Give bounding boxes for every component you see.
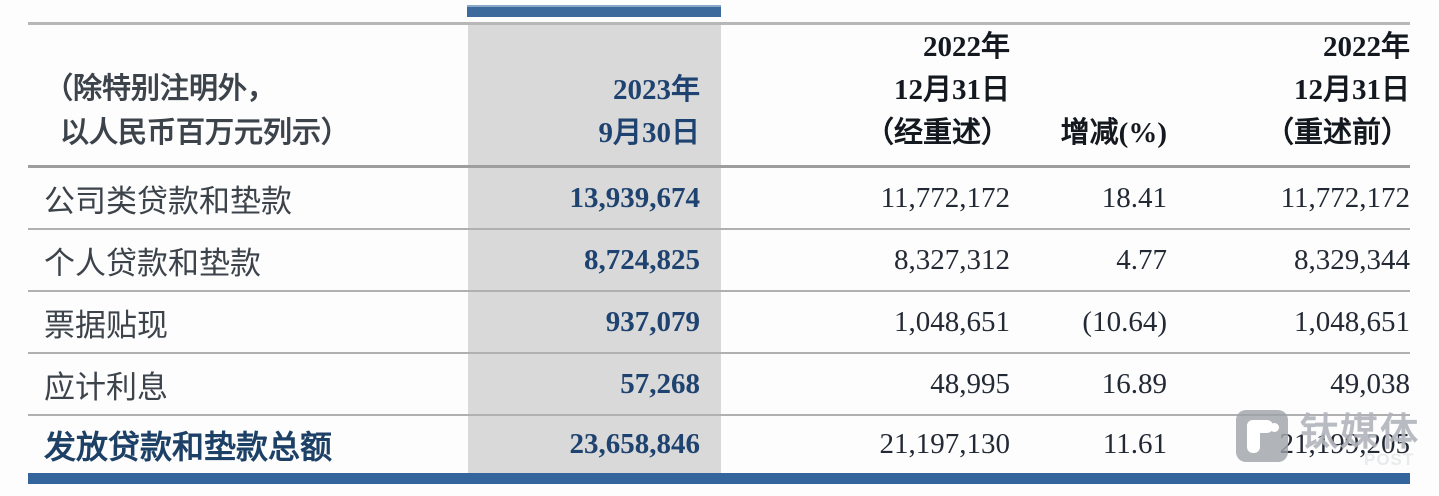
- column-header-2022r-year: 2022年: [922, 31, 1010, 63]
- value-2022-restated: 11,772,172: [880, 181, 1010, 214]
- table-header-row: （除特别注明外， 以人民币百万元列示） 2023年 9月30日 2022年 12…: [28, 25, 1410, 165]
- row-separator: [28, 414, 1410, 416]
- row-separator: [28, 290, 1410, 292]
- value-2022-restated: 1,048,651: [894, 305, 1010, 338]
- total-value-change: 11.61: [1102, 428, 1167, 460]
- value-2023: 13,939,674: [569, 181, 701, 214]
- top-accent-bar: [467, 5, 721, 17]
- column-header-2023-date: 9月30日: [598, 117, 700, 149]
- table-row-accrued-interest: 应计利息 57,268 48,995 16.89 49,038: [28, 354, 1410, 414]
- total-value-2023: 23,658,846: [569, 428, 701, 460]
- column-header-2022r-date: 12月31日: [893, 74, 1010, 106]
- row-label: 应计利息: [44, 369, 168, 405]
- value-change: 4.77: [1116, 243, 1167, 276]
- total-row-label: 发放贷款和垫款总额: [44, 428, 333, 465]
- table-row-discounted-bills: 票据贴现 937,079 1,048,651 (10.64) 1,048,651: [28, 292, 1410, 352]
- table-note-line1: （除特别注明外，: [44, 73, 277, 105]
- table-row-total-loans: 发放贷款和垫款总额 23,658,846 21,197,130 11.61 21…: [28, 416, 1410, 473]
- table-row-corporate-loans: 公司类贷款和垫款 13,939,674 11,772,172 18.41 11,…: [28, 168, 1410, 228]
- column-header-2023-year: 2023年: [612, 74, 700, 106]
- loans-table: （除特别注明外， 以人民币百万元列示） 2023年 9月30日 2022年 12…: [28, 22, 1410, 484]
- column-header-2022b-date: 12月31日: [1293, 74, 1410, 106]
- table-note: （除特别注明外， 以人民币百万元列示）: [28, 67, 468, 155]
- column-header-2022-before: 2022年 12月31日 （重述前）: [1167, 26, 1410, 155]
- value-2022-before: 8,329,344: [1294, 243, 1410, 276]
- table-note-line2: 以人民币百万元列示）: [60, 117, 351, 149]
- table-top-border: [28, 22, 1410, 25]
- header-separator: [28, 165, 1410, 168]
- column-header-2022b-year: 2022年: [1322, 31, 1410, 63]
- row-label: 公司类贷款和垫款: [44, 183, 292, 219]
- total-value-2022-before: 21,199,205: [1279, 428, 1411, 460]
- value-2022-restated: 48,995: [930, 367, 1010, 400]
- table-bottom-border: [28, 473, 1410, 484]
- column-header-2022b-note: （重述前）: [1264, 117, 1410, 149]
- column-header-2022r-note: （经重述）: [864, 117, 1010, 149]
- row-label: 票据贴现: [44, 307, 168, 343]
- value-change: 18.41: [1101, 181, 1167, 214]
- value-2022-before: 11,772,172: [1280, 181, 1410, 214]
- row-separator: [28, 228, 1410, 230]
- row-label: 个人贷款和垫款: [44, 245, 261, 281]
- column-header-change: 增减(%): [1010, 112, 1167, 155]
- highlight-column-background: [468, 25, 721, 477]
- value-2023: 937,079: [605, 305, 700, 338]
- value-2023: 8,724,825: [584, 243, 700, 276]
- value-2022-before: 49,038: [1330, 367, 1410, 400]
- value-2022-restated: 8,327,312: [894, 243, 1010, 276]
- column-header-2023: 2023年 9月30日: [468, 69, 710, 155]
- value-change: (10.64): [1082, 305, 1167, 338]
- column-header-2022-restated: 2022年 12月31日 （经重述）: [710, 26, 1010, 155]
- row-separator: [28, 352, 1410, 354]
- value-change: 16.89: [1101, 367, 1167, 400]
- value-2022-before: 1,048,651: [1294, 305, 1410, 338]
- value-2023: 57,268: [620, 367, 700, 400]
- table-row-personal-loans: 个人贷款和垫款 8,724,825 8,327,312 4.77 8,329,3…: [28, 230, 1410, 290]
- column-header-change-label: 增减(%): [1060, 117, 1167, 149]
- total-value-2022-restated: 21,197,130: [879, 428, 1011, 460]
